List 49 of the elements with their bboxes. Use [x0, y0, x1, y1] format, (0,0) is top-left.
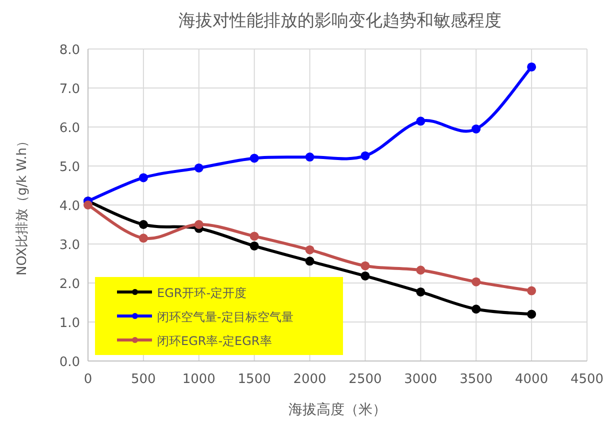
x-tick-label: 3500 — [460, 372, 493, 387]
y-axis-title: NOX比排放（g/k W.h） — [15, 134, 30, 276]
point — [250, 241, 259, 250]
point — [138, 220, 148, 229]
point — [360, 271, 370, 280]
point — [472, 304, 481, 314]
point — [305, 152, 314, 162]
x-tick-label: 0 — [84, 372, 92, 387]
y-tick-label: 3.0 — [59, 238, 80, 253]
legend-label: EGR开环-定开度 — [157, 286, 247, 300]
y-tick-label: 8.0 — [59, 43, 80, 58]
x-tick-label: 3000 — [404, 372, 438, 387]
point — [360, 261, 370, 270]
legend-label: 闭环EGR率-定EGR率 — [157, 334, 272, 348]
point — [527, 310, 536, 319]
x-tick-label: 2500 — [348, 372, 382, 387]
y-tick-label: 7.0 — [59, 82, 80, 97]
point — [250, 232, 259, 241]
y-tick-label: 4.0 — [59, 199, 80, 214]
point — [194, 220, 204, 229]
point — [305, 245, 314, 254]
x-tick-label: 1000 — [182, 372, 216, 387]
point — [360, 151, 370, 160]
y-tick-label: 2.0 — [59, 277, 80, 292]
point — [194, 163, 204, 172]
legend-label: 闭环空气量-定目标空气量 — [157, 310, 294, 324]
x-tick-label: 1500 — [238, 372, 271, 387]
y-tick-label: 5.0 — [59, 160, 80, 175]
x-tick-label: 4500 — [570, 372, 604, 387]
point — [84, 200, 92, 210]
point — [472, 277, 481, 286]
point — [527, 62, 536, 72]
x-tick-label: 4000 — [515, 372, 548, 387]
point — [138, 173, 148, 182]
x-tick-label: 2000 — [293, 372, 326, 387]
point — [305, 256, 314, 266]
y-tick-label: 1.0 — [59, 316, 80, 331]
chart-title: 海拔对性能排放的影响变化趋势和敏感程度 — [178, 11, 502, 31]
x-axis-title: 海拔高度（米） — [288, 402, 386, 418]
point — [416, 116, 426, 126]
point — [472, 124, 481, 134]
point — [416, 266, 426, 275]
y-tick-label: 6.0 — [59, 121, 80, 136]
point — [527, 286, 536, 296]
x-tick-label: 500 — [131, 372, 156, 387]
point — [250, 154, 259, 163]
point — [416, 287, 426, 296]
y-tick-label: 0.0 — [59, 355, 80, 370]
point — [138, 234, 148, 243]
